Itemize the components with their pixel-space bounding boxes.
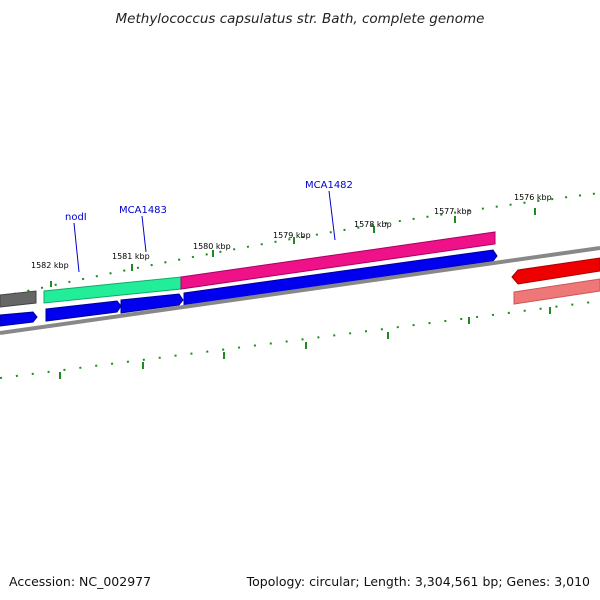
leader-line-mca1482 [328, 190, 336, 241]
gene-label-nodi: nodI [65, 212, 87, 223]
inner-major-ticks [59, 307, 551, 379]
gene-mca1482-block [180, 231, 496, 290]
tick-label: 1581 kbp [112, 252, 150, 261]
cds-arrow [120, 293, 184, 314]
cds-arrow [0, 311, 38, 327]
leader-line-mca1483 [141, 215, 147, 253]
gene-red-block [511, 257, 600, 285]
gene-light-red-block [513, 278, 600, 305]
genome-summary-label: Topology: circular; Length: 3,304,561 bp… [246, 574, 590, 589]
gene-label-mca1482: MCA1482 [305, 180, 353, 191]
gene-label-mca1483: MCA1483 [119, 205, 167, 216]
leader-line-nodi [73, 222, 80, 273]
tick-label: 1582 kbp [31, 261, 69, 270]
tick-label: 1580 kbp [193, 242, 231, 251]
tick-label: 1578 kbp [354, 220, 392, 229]
gene-gray-block [0, 290, 37, 308]
tick-label: 1576 kbp [514, 193, 552, 202]
cds-arrow [45, 300, 122, 322]
outer-major-ticks [50, 208, 536, 287]
cds-arrow [183, 249, 498, 307]
accession-label: Accession: NC_002977 [9, 574, 151, 589]
tick-label: 1579 kbp [273, 231, 311, 240]
outer-tick-ring [0, 192, 600, 298]
genome-backbone [0, 246, 600, 335]
tick-label: 1577 kbp [434, 207, 472, 216]
map-title: Methylococcus capsulatus str. Bath, comp… [116, 11, 485, 27]
